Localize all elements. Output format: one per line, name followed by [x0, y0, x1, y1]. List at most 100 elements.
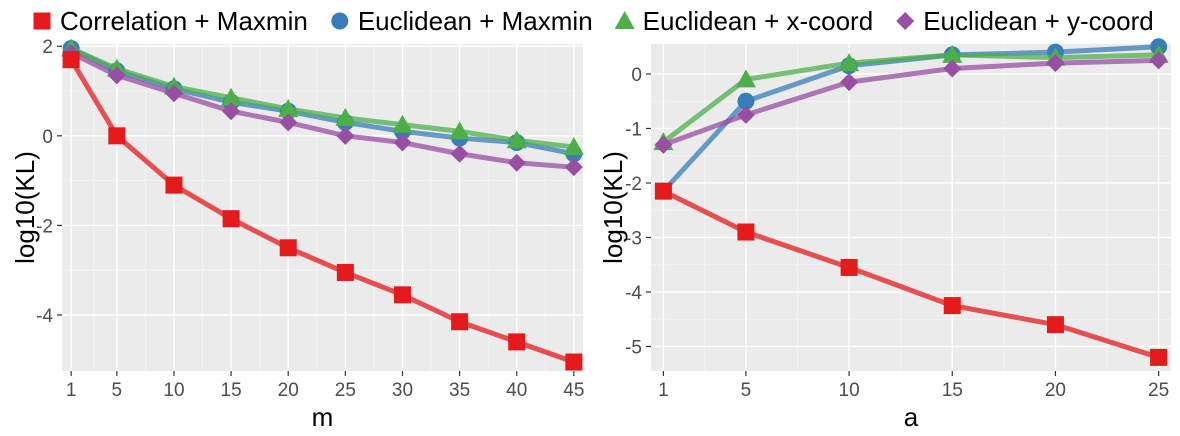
data-point: [393, 286, 411, 304]
y-tick-label: -1: [625, 119, 642, 140]
data-point: [449, 121, 470, 140]
y-tick-label: -2: [625, 174, 642, 195]
data-point: [1046, 54, 1065, 73]
data-point: [654, 135, 673, 154]
y-tick-label: -4: [625, 283, 642, 304]
data-point: [221, 87, 242, 106]
data-point: [508, 333, 526, 351]
legend-label: Correlation + Maxmin: [60, 6, 308, 36]
data-point: [737, 223, 755, 241]
legend-key: Euclidean + y-coord: [896, 6, 1154, 36]
data-point: [506, 130, 527, 149]
data-point: [1046, 316, 1064, 334]
x-axis-title: m: [312, 402, 334, 432]
data-point: [222, 102, 241, 121]
x-tick-label: 25: [1148, 380, 1169, 401]
data-point: [279, 113, 298, 132]
legend-marker: [33, 12, 51, 30]
x-tick-label: 10: [839, 380, 860, 401]
legend-key: Correlation + Maxmin: [33, 6, 308, 36]
data-point: [222, 210, 240, 228]
data-point: [336, 263, 354, 281]
x-tick-label: 25: [335, 380, 356, 401]
data-point: [335, 107, 356, 126]
data-point: [507, 153, 526, 172]
x-tick-label: 1: [66, 380, 77, 401]
series-line: [70, 46, 575, 150]
plot-background: [651, 44, 1171, 371]
data-point: [943, 59, 962, 78]
legend-marker: [614, 11, 635, 29]
series-line: [68, 58, 575, 365]
y-tick-label: -5: [625, 337, 642, 358]
data-point: [278, 98, 299, 117]
data-point: [565, 353, 583, 371]
x-tick-label: 35: [449, 380, 470, 401]
data-point: [393, 133, 412, 152]
legend-label: Euclidean + y-coord: [923, 6, 1154, 36]
data-point: [735, 69, 756, 88]
data-point: [737, 92, 755, 110]
data-point: [165, 176, 183, 194]
data-point: [451, 313, 469, 331]
x-axis-title: a: [904, 402, 919, 432]
series-correlation-maxmin: [654, 182, 1168, 366]
data-point: [564, 158, 583, 177]
legend: Correlation + Maxmin Euclidean + Maxmin Eu…: [33, 6, 1154, 36]
series-line: [70, 50, 575, 170]
data-point: [450, 144, 469, 163]
series-line: [661, 52, 1159, 145]
x-tick-label: 20: [1045, 380, 1066, 401]
y-axis-title: log10(KL): [10, 151, 40, 264]
x-tick-label: 5: [112, 380, 123, 401]
data-point: [62, 51, 80, 69]
data-point: [107, 66, 126, 85]
legend-label: Euclidean + Maxmin: [358, 6, 593, 36]
series-euclidean-y-coord: [654, 51, 1168, 154]
x-tick-label: 10: [163, 380, 184, 401]
series-correlation-maxmin: [62, 51, 583, 371]
legend-key: Euclidean + x-coord: [614, 6, 874, 36]
x-tick-label: 30: [392, 380, 413, 401]
data-point: [164, 84, 183, 103]
data-point: [1149, 51, 1168, 70]
series-line: [662, 57, 1159, 148]
data-point: [942, 44, 963, 63]
y-tick-label: -3: [625, 228, 642, 249]
data-point: [1150, 348, 1168, 366]
y-tick-label: -2: [36, 216, 53, 237]
data-point: [279, 239, 297, 257]
y-tick-label: 0: [42, 127, 53, 148]
data-point: [392, 114, 413, 133]
x-tick-label: 20: [278, 380, 299, 401]
series-line: [662, 188, 1160, 360]
x-tick-label: 40: [506, 380, 527, 401]
legend-key: Euclidean + Maxmin: [331, 6, 593, 36]
legend-label: Euclidean + x-coord: [643, 6, 874, 36]
x-tick-label: 15: [221, 380, 242, 401]
y-tick-label: 2: [42, 37, 53, 58]
legend-marker: [331, 12, 349, 30]
legend-marker: [896, 12, 915, 30]
data-point: [336, 126, 355, 145]
data-point: [840, 258, 858, 276]
x-tick-label: 5: [741, 380, 752, 401]
data-point: [563, 137, 584, 156]
x-tick-label: 15: [942, 380, 963, 401]
data-point: [943, 297, 961, 315]
data-point: [840, 73, 859, 92]
data-point: [108, 127, 126, 145]
data-point: [839, 53, 860, 72]
x-tick-label: 1: [658, 380, 669, 401]
data-point: [736, 105, 755, 124]
y-tick-label: 0: [631, 65, 642, 86]
x-tick-label: 45: [563, 380, 584, 401]
y-axis-title: log10(KL): [598, 151, 628, 264]
plot-background: [62, 44, 583, 371]
data-point: [654, 182, 672, 200]
y-tick-label: -4: [36, 306, 53, 327]
